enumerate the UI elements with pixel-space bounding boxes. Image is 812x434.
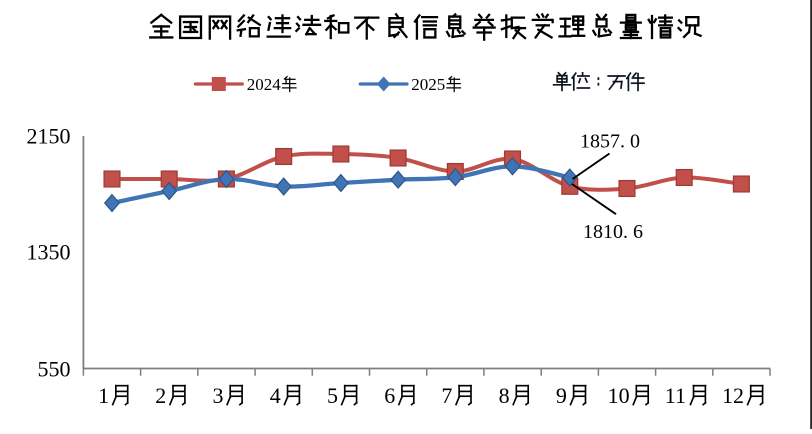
svg-text:6: 6 <box>384 383 395 408</box>
svg-text:10: 10 <box>608 383 630 408</box>
svg-text:5: 5 <box>327 383 338 408</box>
svg-text:11: 11 <box>665 383 686 408</box>
svg-text:12: 12 <box>722 383 744 408</box>
svg-text:2025: 2025 <box>411 75 445 94</box>
svg-text:1: 1 <box>98 383 109 408</box>
svg-text:1857. 0: 1857. 0 <box>580 131 640 153</box>
svg-text:2150: 2150 <box>27 124 71 149</box>
svg-text:1350: 1350 <box>27 240 71 265</box>
svg-text:2024: 2024 <box>247 75 281 94</box>
svg-text:4: 4 <box>270 383 281 408</box>
svg-text:7: 7 <box>441 383 452 408</box>
svg-text:9: 9 <box>556 383 567 408</box>
svg-text:3: 3 <box>213 383 224 408</box>
svg-text:1810. 6: 1810. 6 <box>583 221 643 243</box>
svg-text:2: 2 <box>155 383 166 408</box>
svg-text:8: 8 <box>499 383 510 408</box>
svg-text:550: 550 <box>38 357 71 382</box>
